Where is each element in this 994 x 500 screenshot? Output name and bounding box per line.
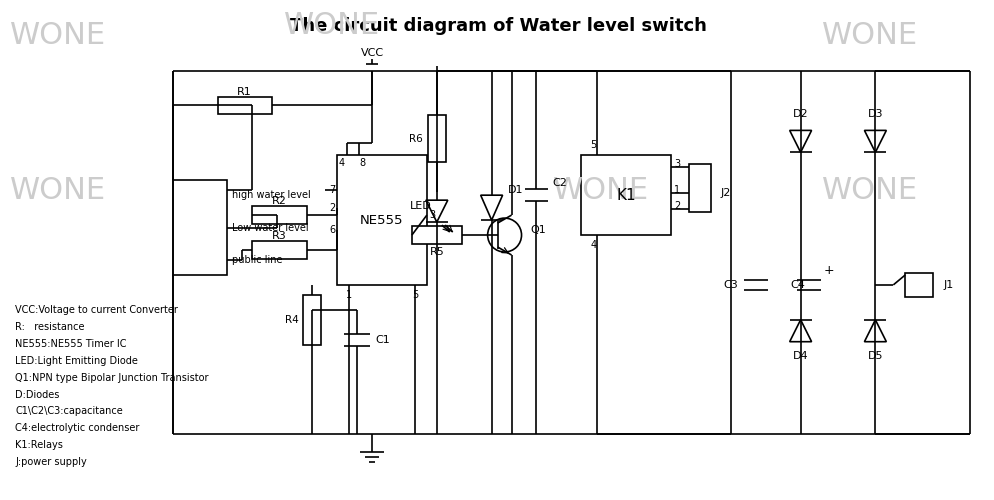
Text: J1: J1: [943, 280, 953, 290]
Text: D1: D1: [508, 185, 523, 195]
Text: high water level: high water level: [233, 190, 311, 200]
Bar: [173, 180, 228, 275]
Text: WONE: WONE: [554, 176, 649, 204]
Bar: [906, 273, 933, 297]
Text: K1: K1: [616, 188, 636, 202]
Bar: [252, 241, 307, 259]
Text: C1: C1: [375, 334, 390, 344]
Text: 1: 1: [346, 290, 352, 300]
Text: D:Diodes: D:Diodes: [15, 390, 60, 400]
Text: NE555: NE555: [360, 214, 404, 226]
Text: WONE: WONE: [10, 176, 106, 204]
Text: R3: R3: [272, 231, 286, 241]
Text: C2: C2: [553, 178, 568, 188]
Text: R4: R4: [284, 315, 298, 325]
Text: D5: D5: [868, 350, 883, 360]
Text: The circuit diagram of Water level switch: The circuit diagram of Water level switc…: [290, 16, 707, 34]
Text: R1: R1: [237, 86, 251, 97]
Text: D4: D4: [793, 350, 808, 360]
Text: WONE: WONE: [10, 21, 106, 50]
Text: WONE: WONE: [822, 176, 918, 204]
Text: 5: 5: [590, 140, 596, 150]
Bar: [412, 226, 462, 244]
Text: R5: R5: [429, 247, 444, 257]
Text: Low water level: Low water level: [233, 222, 309, 232]
Text: K1:Relays: K1:Relays: [15, 440, 63, 450]
Text: 3: 3: [428, 210, 435, 220]
Text: WONE: WONE: [822, 21, 918, 50]
Text: 4: 4: [339, 158, 345, 168]
Bar: [303, 295, 321, 344]
Text: LED: LED: [411, 201, 431, 211]
Bar: [581, 156, 671, 235]
Bar: [689, 164, 711, 212]
Text: LED:Light Emitting Diode: LED:Light Emitting Diode: [15, 356, 138, 366]
Bar: [252, 206, 307, 224]
Text: C1\C2\C3:capacitance: C1\C2\C3:capacitance: [15, 406, 123, 416]
Text: public line: public line: [233, 255, 283, 265]
Text: C4: C4: [790, 280, 805, 290]
Text: 2: 2: [674, 201, 680, 211]
Text: C3: C3: [723, 280, 738, 290]
Bar: [218, 96, 272, 114]
Text: 7: 7: [329, 185, 335, 195]
Text: 6: 6: [329, 225, 335, 235]
Text: VCC: VCC: [361, 48, 384, 58]
Text: D3: D3: [868, 110, 883, 120]
Text: R:   resistance: R: resistance: [15, 322, 84, 332]
Text: Q1: Q1: [531, 225, 547, 235]
Text: J2: J2: [721, 188, 732, 198]
Text: NE555:NE555 Timer IC: NE555:NE555 Timer IC: [15, 338, 126, 348]
Text: 3: 3: [674, 160, 680, 170]
Text: D2: D2: [793, 110, 808, 120]
Text: +: +: [824, 264, 834, 278]
Bar: [427, 116, 445, 162]
Text: 5: 5: [412, 290, 418, 300]
Text: J:power supply: J:power supply: [15, 458, 86, 468]
Text: WONE: WONE: [284, 11, 381, 40]
Text: Q1:NPN type Bipolar Junction Transistor: Q1:NPN type Bipolar Junction Transistor: [15, 372, 209, 382]
Text: VCC:Voltage to current Converter: VCC:Voltage to current Converter: [15, 305, 178, 315]
Text: 1: 1: [674, 185, 680, 195]
Bar: [337, 156, 426, 285]
Text: 4: 4: [590, 240, 596, 250]
Text: 2: 2: [329, 203, 335, 213]
Text: R2: R2: [272, 196, 286, 206]
Text: R6: R6: [410, 134, 422, 144]
Text: C4:electrolytic condenser: C4:electrolytic condenser: [15, 424, 139, 434]
Text: 8: 8: [359, 158, 365, 168]
